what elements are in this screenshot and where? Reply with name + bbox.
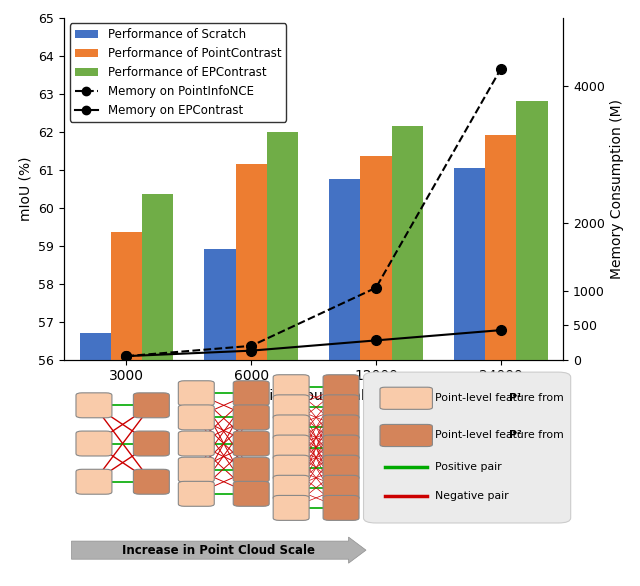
Y-axis label: mIoU (%): mIoU (%) — [19, 156, 33, 221]
Text: Positive pair: Positive pair — [435, 462, 502, 472]
FancyBboxPatch shape — [273, 435, 309, 460]
Text: P¹: P¹ — [509, 393, 522, 403]
Bar — [516, 101, 548, 586]
FancyBboxPatch shape — [273, 475, 309, 500]
Bar — [111, 232, 142, 586]
FancyBboxPatch shape — [323, 374, 359, 400]
Bar — [329, 179, 360, 586]
Bar — [454, 168, 485, 586]
FancyBboxPatch shape — [233, 431, 269, 456]
Bar — [485, 135, 516, 586]
Y-axis label: Memory Consumption (M): Memory Consumption (M) — [611, 98, 625, 278]
FancyBboxPatch shape — [233, 405, 269, 430]
FancyBboxPatch shape — [233, 381, 269, 406]
Text: Increase in Point Cloud Scale: Increase in Point Cloud Scale — [122, 544, 316, 557]
FancyBboxPatch shape — [380, 424, 433, 447]
Bar — [142, 195, 173, 586]
Text: Negative pair: Negative pair — [435, 491, 509, 501]
FancyBboxPatch shape — [323, 435, 359, 460]
FancyBboxPatch shape — [323, 395, 359, 420]
FancyBboxPatch shape — [323, 475, 359, 500]
FancyBboxPatch shape — [323, 415, 359, 440]
FancyBboxPatch shape — [179, 405, 214, 430]
FancyBboxPatch shape — [380, 387, 433, 410]
FancyBboxPatch shape — [179, 481, 214, 506]
FancyBboxPatch shape — [133, 393, 170, 418]
Bar — [79, 333, 111, 586]
FancyBboxPatch shape — [233, 481, 269, 506]
Bar — [392, 126, 423, 586]
FancyBboxPatch shape — [233, 457, 269, 482]
FancyBboxPatch shape — [323, 495, 359, 520]
FancyBboxPatch shape — [273, 395, 309, 420]
Bar — [236, 164, 267, 586]
FancyBboxPatch shape — [76, 393, 112, 418]
Text: Point-level feature from: Point-level feature from — [435, 431, 567, 441]
Bar — [360, 156, 392, 586]
FancyBboxPatch shape — [323, 455, 359, 480]
Text: P²: P² — [509, 431, 522, 441]
Legend: Performance of Scratch, Performance of PointContrast, Performance of EPContrast,: Performance of Scratch, Performance of P… — [70, 23, 286, 121]
FancyBboxPatch shape — [179, 457, 214, 482]
FancyBboxPatch shape — [364, 372, 571, 523]
FancyBboxPatch shape — [76, 469, 112, 494]
Bar — [267, 132, 298, 586]
FancyBboxPatch shape — [273, 495, 309, 520]
FancyBboxPatch shape — [133, 469, 170, 494]
FancyArrow shape — [72, 537, 366, 563]
FancyBboxPatch shape — [179, 381, 214, 406]
FancyBboxPatch shape — [179, 431, 214, 456]
Bar — [204, 250, 236, 586]
FancyBboxPatch shape — [76, 431, 112, 456]
X-axis label: Point Cloud Scale: Point Cloud Scale — [253, 389, 374, 403]
FancyBboxPatch shape — [273, 374, 309, 400]
FancyBboxPatch shape — [133, 431, 170, 456]
FancyBboxPatch shape — [273, 455, 309, 480]
Text: Point-level feature from: Point-level feature from — [435, 393, 567, 403]
FancyBboxPatch shape — [273, 415, 309, 440]
